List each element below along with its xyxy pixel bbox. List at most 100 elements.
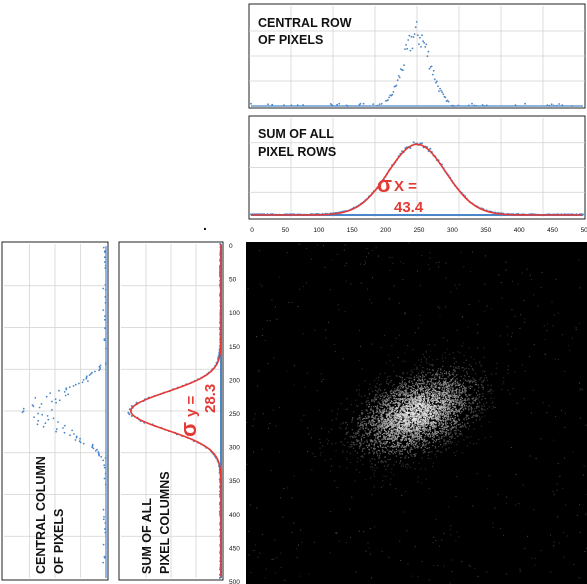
beam-speckle (426, 398, 428, 400)
beam-speckle (389, 453, 391, 455)
beam-speckle (365, 423, 367, 426)
beam-speckle (419, 389, 421, 391)
beam-speckle (460, 375, 462, 377)
beam-speckle (391, 431, 393, 433)
beam-speckle (415, 412, 417, 414)
beam-speckle (384, 403, 386, 405)
beam-speckle (404, 426, 406, 428)
background-speckle (563, 531, 565, 533)
beam-speckle (378, 425, 380, 427)
beam-speckle (439, 427, 441, 429)
beam-speckle (363, 417, 365, 420)
panel-title-line2: OF PIXELS (52, 509, 66, 574)
background-speckle (298, 575, 300, 577)
beam-speckle (445, 407, 447, 409)
beam-speckle (461, 434, 463, 436)
beam-speckle (416, 418, 418, 420)
background-speckle (417, 270, 418, 272)
background-speckle (314, 329, 316, 331)
background-speckle (484, 283, 486, 285)
beam-speckle (414, 398, 417, 400)
beam-speckle (372, 414, 374, 416)
background-speckle (553, 544, 555, 546)
beam-speckle (392, 436, 394, 438)
beam-speckle (456, 414, 459, 416)
beam-speckle (442, 360, 444, 362)
beam-speckle (447, 417, 449, 419)
background-speckle (340, 403, 342, 405)
beam-speckle (450, 428, 452, 430)
beam-speckle (356, 439, 358, 441)
beam-speckle (435, 441, 437, 443)
beam-speckle (476, 384, 478, 386)
background-speckle (368, 299, 370, 301)
beam-speckle (408, 380, 410, 383)
data-point (103, 464, 106, 467)
beam-speckle (436, 400, 438, 402)
beam-speckle (400, 408, 403, 410)
background-speckle (319, 454, 321, 456)
beam-speckle (443, 427, 445, 429)
beam-speckle (464, 398, 466, 400)
beam-speckle (415, 401, 417, 403)
beam-speckle (410, 434, 412, 436)
beam-speckle (396, 416, 398, 418)
background-speckle (518, 503, 520, 505)
beam-speckle (385, 426, 387, 428)
beam-speckle (457, 415, 459, 417)
beam-speckle (406, 463, 408, 465)
beam-speckle (387, 412, 389, 414)
beam-speckle (396, 414, 399, 416)
beam-speckle (396, 445, 398, 447)
beam-speckle (357, 423, 359, 425)
beam-speckle (438, 396, 440, 398)
beam-speckle (412, 436, 415, 438)
beam-speckle (405, 429, 407, 432)
beam-speckle (411, 394, 413, 396)
beam-speckle (452, 377, 454, 379)
beam-speckle (368, 406, 370, 408)
beam-speckle (417, 412, 419, 414)
beam-speckle (419, 421, 421, 423)
beam-speckle (365, 444, 368, 447)
beam-speckle (386, 404, 388, 406)
beam-speckle (420, 387, 422, 389)
beam-speckle (408, 399, 410, 401)
beam-speckle (414, 421, 416, 423)
background-speckle (346, 398, 348, 400)
background-speckle (296, 548, 298, 550)
beam-speckle (377, 419, 379, 421)
beam-speckle (456, 411, 458, 413)
beam-speckle (412, 402, 414, 404)
beam-speckle (397, 414, 399, 416)
beam-speckle (454, 421, 456, 423)
beam-speckle (430, 364, 433, 366)
beam-speckle (435, 432, 437, 434)
beam-speckle (357, 430, 359, 432)
beam-speckle (436, 401, 439, 403)
beam-speckle (381, 422, 383, 424)
beam-speckle (390, 393, 392, 395)
beam-speckle (473, 358, 475, 361)
beam-speckle (437, 391, 439, 393)
beam-speckle (411, 402, 413, 404)
beam-speckle (390, 420, 392, 422)
beam-speckle (378, 456, 380, 458)
beam-speckle (429, 413, 431, 415)
background-speckle (307, 450, 309, 452)
beam-speckle (419, 436, 421, 438)
background-speckle (301, 541, 303, 543)
background-speckle (476, 347, 478, 349)
data-point (87, 380, 89, 382)
beam-speckle (460, 426, 462, 428)
beam-speckle (432, 416, 434, 418)
beam-speckle (475, 414, 477, 416)
beam-speckle (454, 398, 457, 400)
beam-speckle (419, 416, 421, 418)
beam-speckle (414, 435, 416, 437)
beam-speckle (373, 401, 375, 403)
beam-speckle (410, 448, 412, 450)
gaussian-fit-line (129, 244, 222, 577)
background-speckle (543, 325, 545, 327)
beam-speckle (435, 390, 437, 392)
